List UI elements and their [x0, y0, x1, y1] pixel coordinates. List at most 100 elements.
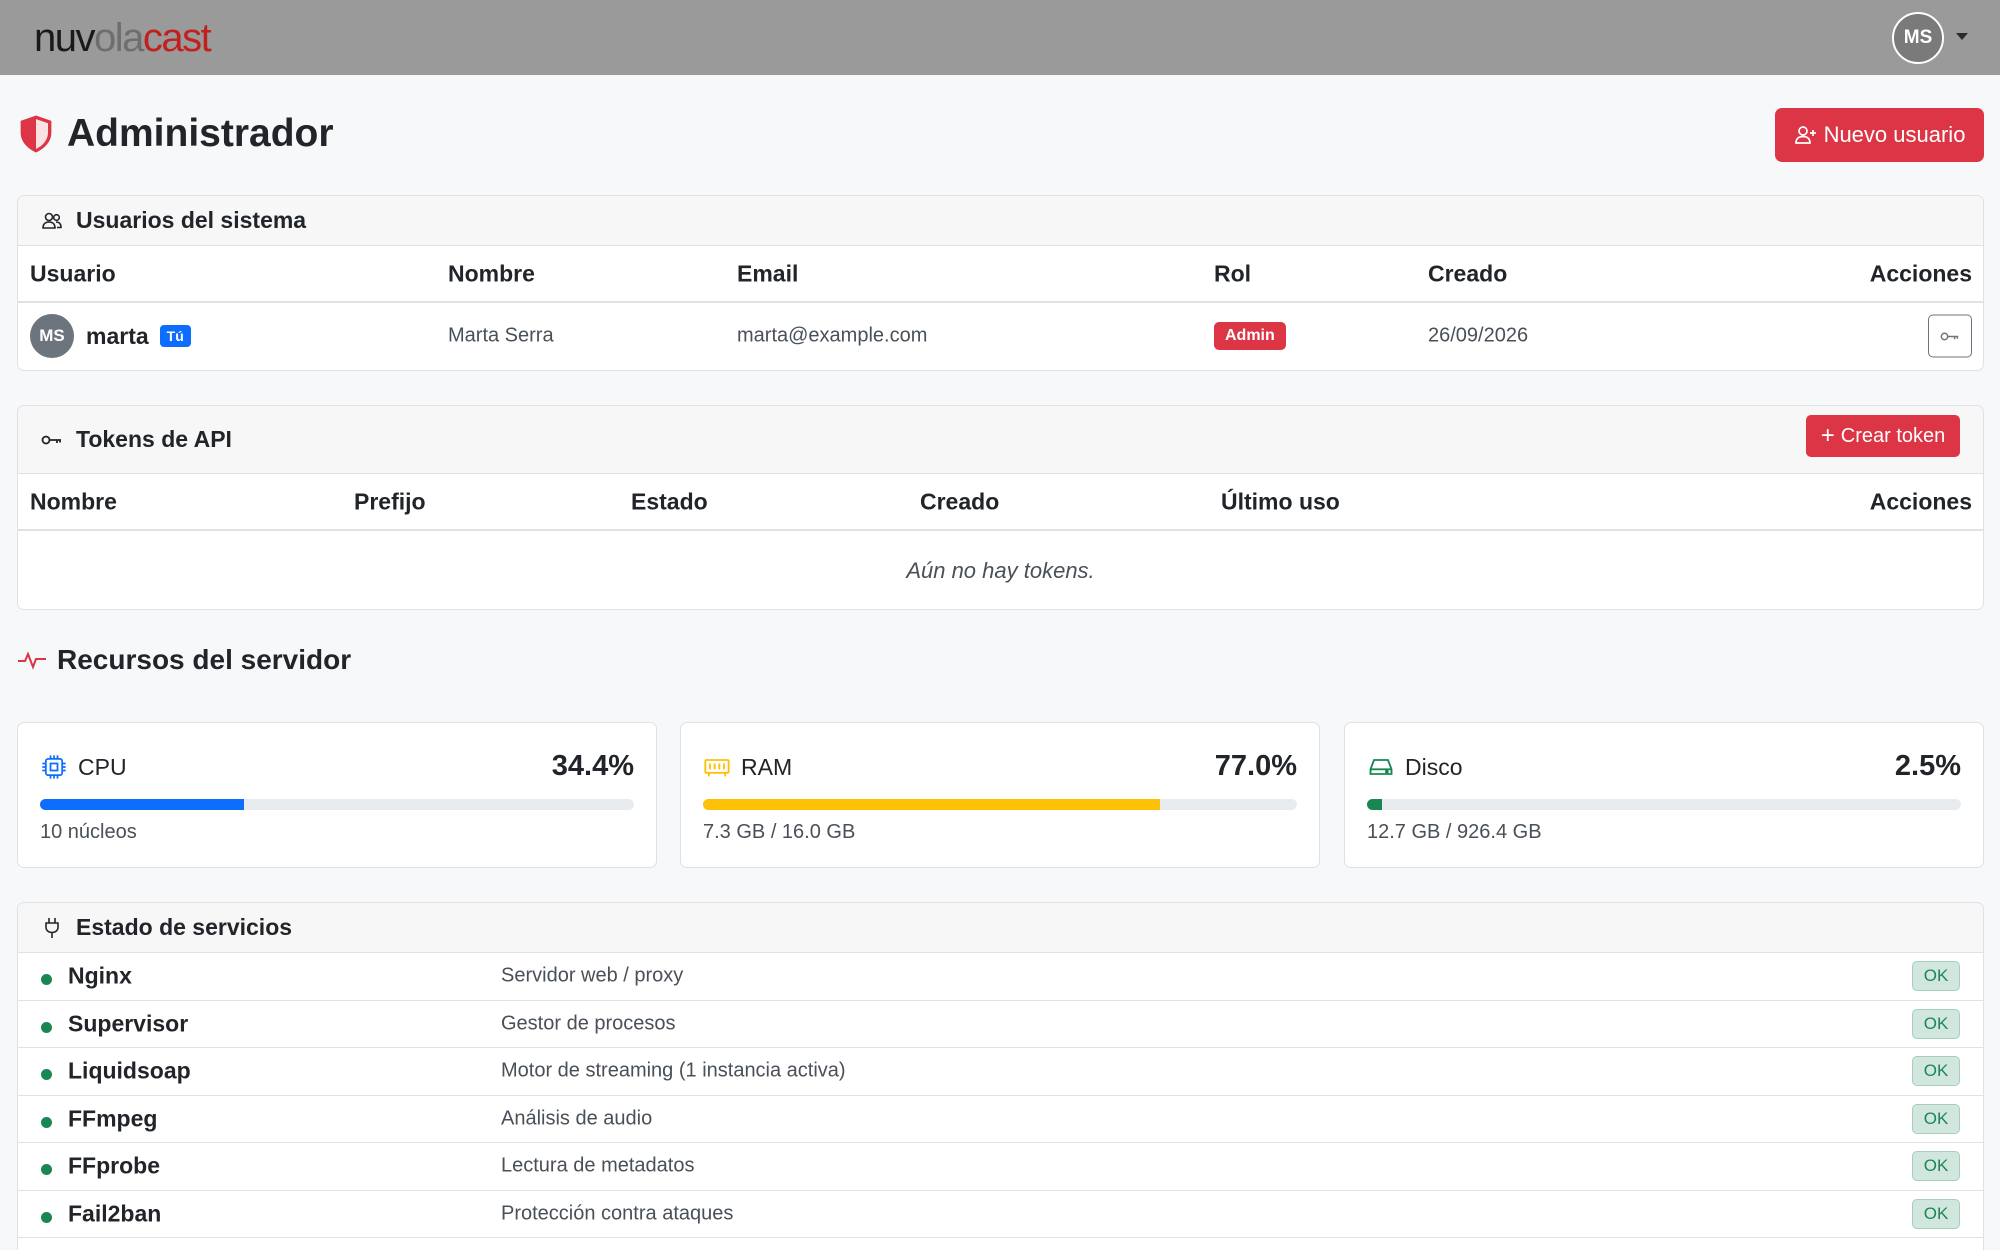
cpu-card: CPU 34.4% 10 núcleos [17, 722, 657, 868]
resources-section-title: Recursos del servidor [17, 640, 351, 680]
list-item-partial [18, 1238, 1983, 1250]
column-header-rol[interactable]: Rol [1214, 260, 1252, 286]
column-header-acciones[interactable]: Acciones [1869, 260, 1972, 286]
table-row: MS marta Tú Marta Serra marta@example.co… [18, 303, 1983, 369]
chevron-down-icon[interactable] [1956, 33, 1968, 40]
column-header-ultimo-uso[interactable]: Último uso [1221, 488, 1340, 514]
list-item: FFmpeg Análisis de audio OK [18, 1096, 1983, 1143]
column-header-nombre[interactable]: Nombre [448, 260, 535, 286]
service-name: FFprobe [68, 1152, 160, 1179]
empty-tokens-message: Aún no hay tokens. [906, 558, 1095, 583]
users-icon [42, 212, 62, 229]
tokens-table-header: Nombre Prefijo Estado Creado Último uso … [18, 474, 1983, 531]
disk-progress-track [1367, 799, 1961, 810]
plus-icon: + [1820, 422, 1835, 449]
memory-icon [704, 759, 730, 777]
logo-part-3: cast [142, 16, 212, 60]
column-header-usuario[interactable]: Usuario [30, 260, 116, 286]
service-description: Lectura de metadatos [501, 1154, 695, 1177]
disk-detail: 12.7 GB / 926.4 GB [1367, 821, 1542, 843]
ram-detail: 7.3 GB / 16.0 GB [703, 821, 856, 843]
list-item: Nginx Servidor web / proxy OK [18, 953, 1983, 1001]
plug-icon [45, 917, 59, 938]
page-title: Administrador [67, 112, 334, 155]
hard-drive-icon [1369, 759, 1393, 775]
new-user-button[interactable]: Nuevo usuario [1775, 108, 1984, 162]
users-card: Usuarios del sistema Usuario Nombre Emai… [17, 195, 1984, 371]
status-dot [41, 1116, 52, 1128]
service-description: Servidor web / proxy [501, 964, 684, 987]
service-name: Nginx [68, 962, 132, 989]
ram-progress-fill [703, 799, 1161, 810]
user-full-name: Marta Serra [448, 324, 554, 347]
user-menu-avatar[interactable]: MS [1892, 12, 1944, 64]
resources-title: Recursos del servidor [57, 644, 352, 675]
column-header-acciones[interactable]: Acciones [1869, 488, 1972, 514]
cpu-progress-fill [40, 799, 245, 810]
service-name: Fail2ban [68, 1200, 162, 1227]
app-logo[interactable]: nuvolacast [34, 16, 212, 60]
logo-part-2: ola [94, 16, 144, 60]
ram-label-text: RAM [741, 753, 793, 780]
column-header-nombre[interactable]: Nombre [30, 488, 117, 514]
cpu-percent: 34.4% [551, 750, 634, 782]
list-item: Supervisor Gestor de procesos OK [18, 1001, 1983, 1048]
service-description: Protección contra ataques [501, 1202, 734, 1225]
list-item: Liquidsoap Motor de streaming (1 instanc… [18, 1048, 1983, 1096]
cpu-label-text: CPU [78, 753, 127, 780]
list-item: Fail2ban Protección contra ataques OK [18, 1191, 1983, 1238]
logo-part-1: nuv [34, 16, 96, 60]
top-navbar: nuvolacast MS [0, 0, 2000, 75]
status-badge: OK [1912, 1008, 1960, 1039]
service-name: Supervisor [68, 1010, 189, 1037]
add-user-icon [1794, 126, 1816, 144]
user-created-date: 26/09/2026 [1428, 324, 1529, 347]
services-card-header: Estado de servicios [18, 903, 1983, 953]
disk-progress-fill [1367, 799, 1382, 810]
users-card-title: Usuarios del sistema [76, 207, 307, 233]
ram-label: RAM [703, 753, 792, 781]
reset-password-button[interactable] [1928, 314, 1972, 358]
cpu-label: CPU [40, 753, 127, 781]
column-header-prefijo[interactable]: Prefijo [354, 488, 426, 514]
ram-card: RAM 77.0% 7.3 GB / 16.0 GB [680, 722, 1320, 868]
tokens-card-header: Tokens de API + Crear token [18, 406, 1983, 474]
service-name: FFmpeg [68, 1105, 158, 1132]
shield-icon [20, 115, 52, 153]
status-dot [41, 1069, 52, 1080]
service-description: Motor de streaming (1 instancia activa) [501, 1059, 846, 1082]
activity-icon [18, 651, 46, 670]
services-card-title: Estado de servicios [76, 914, 293, 940]
column-header-email[interactable]: Email [737, 260, 799, 286]
services-list: Nginx Servidor web / proxy OK Supervisor… [18, 953, 1983, 1250]
page-header: Administrador [17, 104, 334, 164]
cpu-progress-track [40, 799, 634, 810]
create-token-button[interactable]: + Crear token [1806, 415, 1960, 457]
services-card: Estado de servicios Nginx Servidor web /… [17, 902, 1984, 1250]
user-cell: MS marta Tú [30, 314, 191, 358]
username: marta [86, 322, 149, 349]
avatar: MS [30, 314, 74, 358]
key-icon [1940, 332, 1959, 340]
create-token-label: Crear token [1840, 424, 1946, 447]
user-email: marta@example.com [737, 324, 928, 347]
cpu-detail: 10 núcleos [40, 821, 137, 843]
status-dot [41, 1164, 52, 1175]
service-description: Análisis de audio [501, 1107, 653, 1130]
status-badge: OK [1912, 1198, 1960, 1229]
ram-percent: 77.0% [1214, 750, 1297, 782]
status-dot [41, 974, 52, 985]
key-icon [41, 435, 61, 444]
role-badge: Admin [1214, 322, 1286, 350]
column-header-estado[interactable]: Estado [631, 488, 708, 514]
you-badge: Tú [159, 325, 191, 347]
column-header-creado[interactable]: Creado [920, 488, 1000, 514]
users-table-header: Usuario Nombre Email Rol Creado Acciones [18, 246, 1983, 303]
new-user-label: Nuevo usuario [1823, 122, 1966, 147]
list-item: FFprobe Lectura de metadatos OK [18, 1143, 1983, 1191]
users-card-header: Usuarios del sistema [18, 196, 1983, 246]
column-header-creado[interactable]: Creado [1428, 260, 1508, 286]
status-badge: OK [1912, 1056, 1960, 1087]
status-badge: OK [1912, 1151, 1960, 1182]
status-badge: OK [1912, 1103, 1960, 1134]
